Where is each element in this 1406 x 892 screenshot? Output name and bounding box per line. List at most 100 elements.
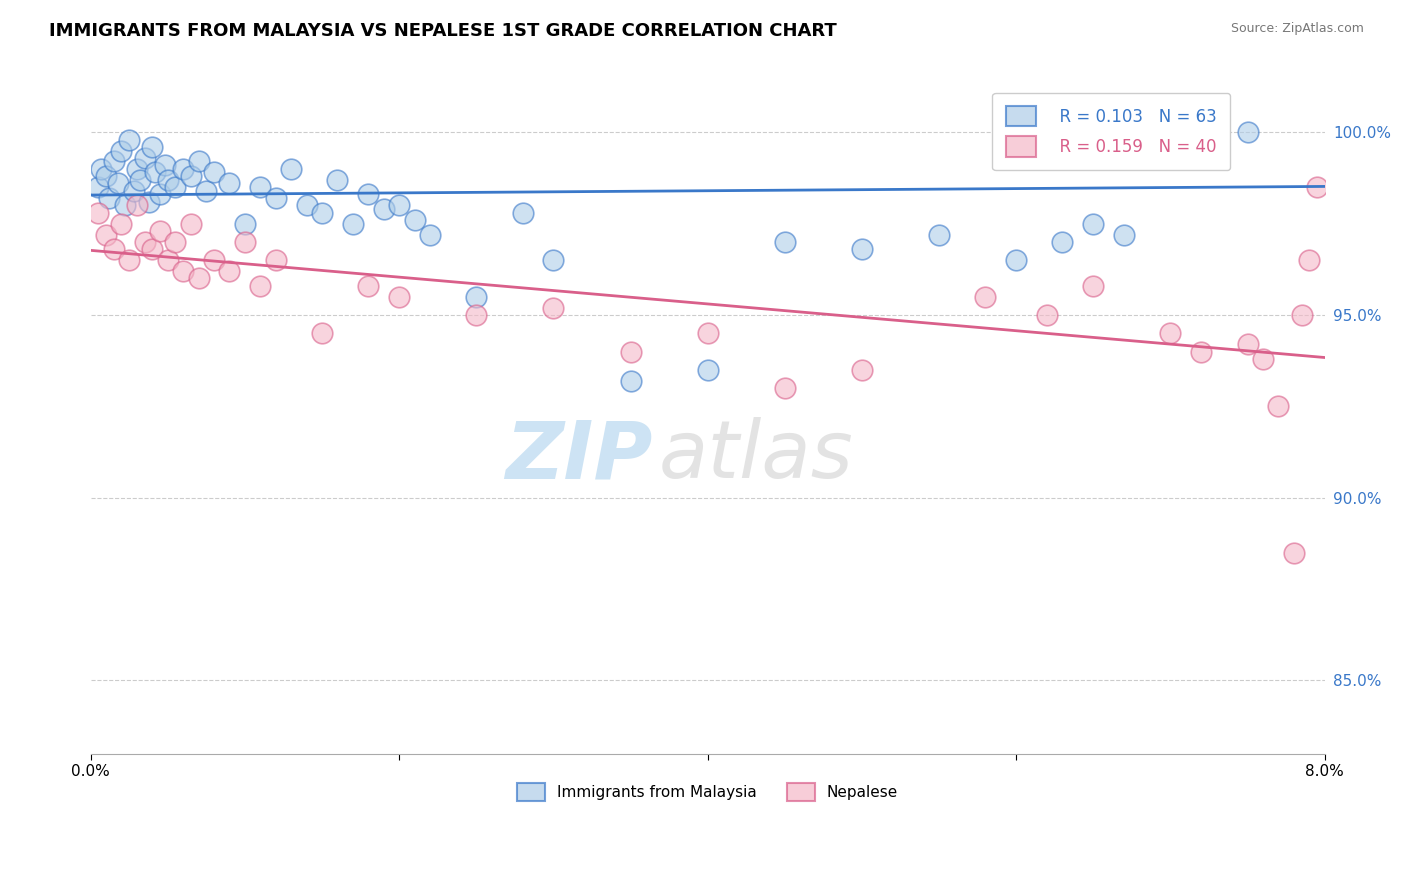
Legend: Immigrants from Malaysia, Nepalese: Immigrants from Malaysia, Nepalese	[505, 771, 910, 814]
Point	[87, 205, 110, 219]
Point	[465, 308, 488, 322]
Point	[94, 169, 117, 183]
Point	[1159, 132, 1181, 146]
Point	[1128, 132, 1150, 146]
Point	[773, 235, 796, 249]
Point	[1154, 132, 1177, 146]
Point	[326, 173, 349, 187]
Point	[187, 154, 209, 169]
Point	[110, 217, 132, 231]
Point	[125, 198, 148, 212]
Point	[619, 344, 641, 359]
Point	[233, 217, 256, 231]
Point	[1236, 337, 1258, 351]
Point	[149, 224, 172, 238]
Point	[373, 202, 395, 216]
Point	[195, 184, 218, 198]
Point	[696, 326, 718, 341]
Point	[156, 253, 179, 268]
Point	[543, 253, 565, 268]
Point	[342, 217, 364, 231]
Point	[311, 205, 333, 219]
Point	[1152, 132, 1174, 146]
Point	[218, 264, 240, 278]
Point	[696, 363, 718, 377]
Point	[125, 161, 148, 176]
Point	[1143, 132, 1166, 146]
Point	[357, 278, 380, 293]
Point	[180, 217, 202, 231]
Point	[1251, 351, 1274, 366]
Point	[280, 161, 302, 176]
Point	[357, 187, 380, 202]
Text: IMMIGRANTS FROM MALAYSIA VS NEPALESE 1ST GRADE CORRELATION CHART: IMMIGRANTS FROM MALAYSIA VS NEPALESE 1ST…	[49, 22, 837, 40]
Point	[156, 173, 179, 187]
Point	[94, 227, 117, 242]
Point	[1083, 278, 1105, 293]
Point	[773, 381, 796, 395]
Text: atlas: atlas	[658, 417, 853, 495]
Point	[512, 205, 534, 219]
Point	[145, 165, 167, 179]
Point	[249, 278, 271, 293]
Point	[851, 242, 873, 256]
Point	[1298, 253, 1320, 268]
Point	[1136, 132, 1159, 146]
Point	[1189, 344, 1212, 359]
Point	[264, 253, 287, 268]
Point	[134, 151, 156, 165]
Point	[1036, 308, 1059, 322]
Point	[1167, 132, 1189, 146]
Point	[388, 290, 411, 304]
Point	[1159, 326, 1181, 341]
Point	[118, 253, 141, 268]
Point	[1267, 400, 1289, 414]
Text: Source: ZipAtlas.com: Source: ZipAtlas.com	[1230, 22, 1364, 36]
Point	[465, 290, 488, 304]
Point	[107, 177, 129, 191]
Point	[172, 264, 194, 278]
Point	[1306, 180, 1329, 194]
Point	[172, 161, 194, 176]
Point	[114, 198, 136, 212]
Point	[110, 144, 132, 158]
Point	[404, 213, 426, 227]
Point	[134, 235, 156, 249]
Point	[122, 184, 145, 198]
Point	[419, 227, 441, 242]
Point	[928, 227, 950, 242]
Point	[1282, 545, 1305, 559]
Point	[187, 271, 209, 285]
Point	[1159, 132, 1181, 146]
Point	[141, 140, 163, 154]
Point	[103, 242, 125, 256]
Text: ZIP: ZIP	[505, 417, 652, 495]
Point	[141, 242, 163, 256]
Point	[138, 194, 160, 209]
Point	[1174, 132, 1197, 146]
Point	[153, 158, 176, 172]
Point	[1114, 227, 1136, 242]
Point	[1159, 132, 1181, 146]
Point	[1005, 253, 1028, 268]
Point	[1291, 308, 1313, 322]
Point	[1052, 235, 1074, 249]
Point	[87, 180, 110, 194]
Point	[233, 235, 256, 249]
Point	[218, 177, 240, 191]
Point	[974, 290, 997, 304]
Point	[180, 169, 202, 183]
Point	[103, 154, 125, 169]
Point	[619, 374, 641, 388]
Point	[90, 161, 112, 176]
Point	[118, 132, 141, 146]
Point	[249, 180, 271, 194]
Point	[98, 191, 121, 205]
Point	[851, 363, 873, 377]
Point	[1236, 125, 1258, 139]
Point	[543, 301, 565, 315]
Point	[202, 165, 225, 179]
Point	[311, 326, 333, 341]
Point	[165, 180, 187, 194]
Point	[165, 235, 187, 249]
